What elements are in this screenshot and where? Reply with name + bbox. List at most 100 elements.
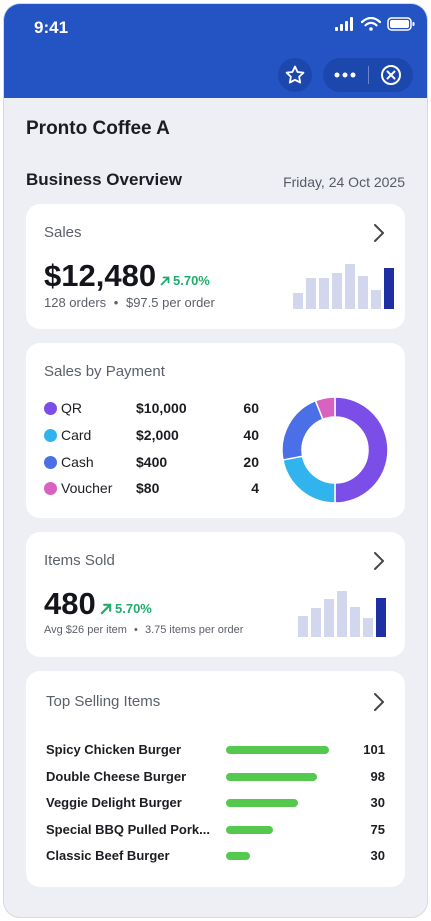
top-item-bar [226, 746, 329, 754]
payment-row-voucher: Voucher $80 4 [44, 479, 259, 499]
mini-bar [332, 273, 342, 309]
items-per-order: 3.75 items per order [144, 624, 244, 636]
top-items-label: Top Selling Items [46, 693, 161, 710]
mini-bar [298, 616, 308, 637]
top-item-name: Classic Beef Burger [46, 848, 170, 863]
sales-trend: 5.70% [160, 273, 210, 288]
donut-slice [314, 396, 336, 421]
sales-label: Sales [44, 224, 82, 241]
separator-dot: • [113, 295, 119, 310]
top-item-row: Double Cheese Burger 98 [46, 767, 385, 787]
close-icon [381, 65, 401, 85]
store-name: Pronto Coffee A [26, 118, 170, 139]
legend-dot [44, 429, 57, 442]
top-item-value: 30 [370, 795, 385, 810]
top-item-name: Spicy Chicken Burger [46, 742, 182, 757]
mini-bar [324, 599, 334, 637]
payment-amount: $400 [136, 454, 168, 470]
payment-label: Sales by Payment [44, 363, 165, 380]
top-item-name: Special BBQ Pulled Pork... [46, 821, 210, 837]
legend-dot [44, 402, 57, 415]
star-icon [285, 65, 305, 84]
top-item-bar [226, 799, 298, 807]
section-title: Business Overview [26, 170, 182, 189]
top-item-value: 30 [370, 848, 385, 863]
items-sold-trend: 5.70% [100, 601, 152, 616]
payment-name: Card [61, 427, 92, 443]
top-item-value: 98 [370, 768, 385, 784]
app-screen: 9:41 [4, 4, 427, 917]
chevron-right-icon[interactable] [373, 692, 385, 712]
mini-bar [350, 607, 360, 637]
payment-amount: $2,000 [136, 427, 179, 443]
payment-card[interactable]: Sales by Payment QR $10,000 60 Card $2,0… [26, 343, 405, 518]
mini-program-capsule [323, 58, 413, 92]
items-mini-chart [298, 587, 386, 637]
payment-count: 4 [251, 480, 259, 496]
sales-per-order: $97.5 per order [125, 295, 215, 310]
payment-row-qr: QR $10,000 60 [44, 399, 259, 419]
mini-bar [358, 276, 368, 309]
payment-name: QR [61, 400, 82, 416]
mini-bar [363, 618, 373, 637]
chevron-right-icon[interactable] [373, 551, 385, 571]
payment-count: 60 [243, 400, 259, 416]
mini-bar [311, 608, 321, 637]
more-button[interactable] [323, 58, 367, 92]
top-item-name: Double Cheese Burger [46, 768, 187, 784]
top-items-card[interactable]: Top Selling Items Spicy Chicken Burger 10… [26, 671, 405, 887]
items-avg: Avg $26 per item [44, 624, 127, 636]
battery-icon [387, 17, 415, 31]
wifi-icon [361, 17, 381, 31]
status-time: 9:41 [34, 18, 69, 37]
payment-name: Voucher [61, 480, 113, 496]
status-icons [335, 17, 415, 31]
mini-bar [376, 598, 386, 637]
chevron-right-icon[interactable] [373, 223, 385, 243]
top-item-bar [226, 772, 317, 781]
items-sold-card[interactable]: Items Sold 480 5.70% Avg $26 per item • … [26, 532, 405, 657]
top-item-row: Special BBQ Pulled Pork... 75 [46, 820, 385, 840]
mini-bar [293, 293, 303, 309]
top-item-value: 101 [363, 742, 385, 757]
payment-count: 20 [243, 454, 259, 470]
payment-count: 40 [243, 427, 259, 443]
top-item-row: Spicy Chicken Burger 101 [46, 740, 385, 760]
signal-icon [335, 17, 353, 31]
top-item-name: Veggie Delight Burger [46, 795, 182, 810]
mini-bar [337, 591, 347, 637]
separator-dot: • [134, 624, 138, 636]
top-item-bar [226, 852, 250, 860]
payment-amount: $10,000 [136, 400, 187, 416]
sales-trend-value: 5.70% [173, 273, 210, 288]
sales-amount: $12,480 [44, 258, 157, 293]
top-item-value: 75 [370, 821, 385, 837]
sales-orders: 128 orders [44, 295, 107, 310]
donut-slice [282, 455, 336, 504]
items-sold-amount: 480 [44, 586, 96, 621]
section-date: Friday, 24 Oct 2025 [283, 174, 405, 190]
items-sold-label: Items Sold [44, 552, 115, 569]
mini-bar [384, 268, 394, 309]
items-sold-trend-value: 5.70% [115, 601, 152, 616]
trend-up-icon [160, 276, 170, 285]
header-bar: 9:41 [4, 4, 427, 98]
top-item-bar [226, 825, 273, 834]
legend-dot [44, 482, 57, 495]
donut-slice [281, 399, 324, 461]
payment-donut-chart [281, 396, 389, 504]
mini-bar [319, 278, 329, 309]
trend-up-icon [100, 603, 112, 614]
legend-dot [44, 456, 57, 469]
mini-bar [306, 278, 316, 309]
close-button[interactable] [369, 58, 413, 92]
capsule-divider [368, 66, 369, 84]
mini-bar [345, 264, 355, 309]
items-sold-subtitle: Avg $26 per item • 3.75 items per order [44, 624, 243, 636]
mini-bar [371, 290, 381, 309]
top-item-row: Veggie Delight Burger 30 [46, 793, 385, 813]
sales-card[interactable]: Sales $12,480 5.70% 128 orders • $97.5 p… [26, 204, 405, 329]
favorite-button[interactable] [278, 58, 312, 92]
donut-slice [334, 396, 389, 504]
sales-subtitle: 128 orders • $97.5 per order [44, 295, 215, 310]
